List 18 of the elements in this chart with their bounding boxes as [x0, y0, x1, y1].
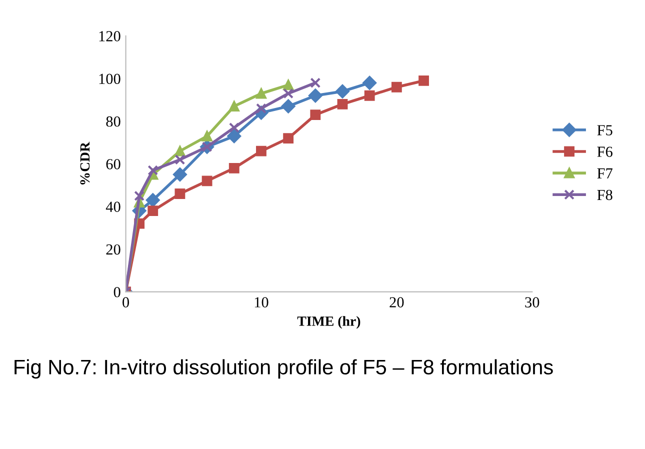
legend-label: F8 — [597, 190, 612, 200]
y-tick-label: 60 — [106, 159, 120, 170]
y-tick-label: 0 — [114, 286, 120, 298]
y-tick-label: 120 — [99, 31, 120, 42]
y-tick-label: 20 — [106, 244, 120, 255]
x-tick-label: 0 — [122, 297, 130, 308]
x-tick-label: 30 — [525, 297, 540, 308]
x-axis-title: TIME (hr) — [297, 316, 360, 329]
y-tick-label: 100 — [99, 74, 120, 84]
text: Fig No.7: In-vitro dissolution profile of F5 – F8 formulations — [14, 359, 553, 379]
x-tick-label: 20 — [390, 297, 404, 308]
y-axis-title: %CDR — [80, 142, 90, 184]
x-tick-label: 10 — [254, 297, 268, 308]
y-tick-label: 40 — [106, 202, 120, 212]
legend-label: F7 — [597, 168, 612, 178]
legend-label: F6 — [597, 146, 612, 157]
y-tick-label: 80 — [106, 116, 120, 127]
legend-label: F5 — [597, 125, 612, 136]
